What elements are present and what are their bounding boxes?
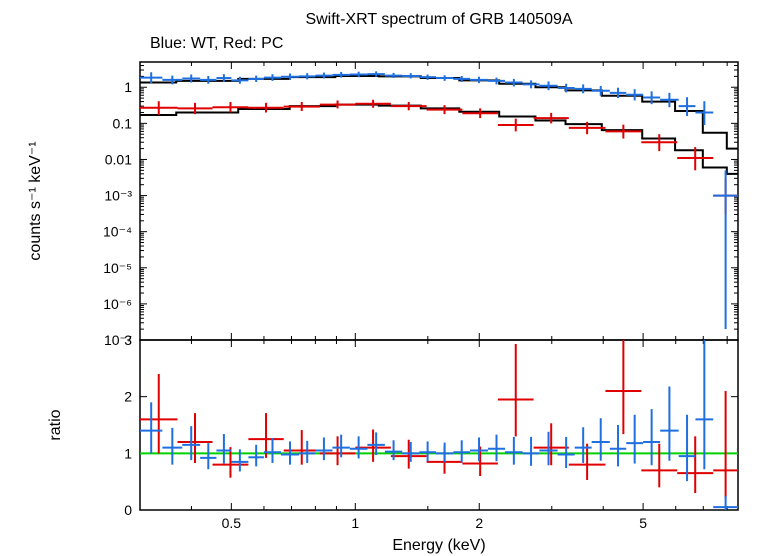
chart-title: Swift-XRT spectrum of GRB 140509A bbox=[305, 11, 572, 28]
y-bottom-axis-label: ratio bbox=[47, 409, 64, 440]
y-bottom-tick-label: 1 bbox=[124, 445, 132, 461]
y-bottom-tick-label: 0 bbox=[124, 502, 132, 518]
x-tick-label: 5 bbox=[639, 515, 647, 531]
y-top-tick-label: 10⁻³ bbox=[104, 188, 132, 204]
y-top-tick-label: 1 bbox=[124, 79, 132, 95]
y-top-tick-label: 10⁻⁶ bbox=[103, 296, 132, 312]
y-bottom-tick-label: 3 bbox=[124, 332, 132, 348]
x-tick-label: 0.5 bbox=[222, 515, 242, 531]
y-top-axis-label: counts s⁻¹ keV⁻¹ bbox=[27, 141, 44, 260]
chart-legend: Blue: WT, Red: PC bbox=[150, 35, 283, 52]
y-top-tick-label: 10⁻⁴ bbox=[103, 224, 132, 240]
x-tick-label: 1 bbox=[351, 515, 359, 531]
spectrum-chart: Swift-XRT spectrum of GRB 140509A Blue: W… bbox=[0, 0, 758, 556]
y-top-tick-label: 10⁻⁵ bbox=[103, 260, 132, 276]
y-bottom-tick-label: 2 bbox=[124, 389, 132, 405]
y-top-tick-label: 0.01 bbox=[105, 151, 132, 167]
y-top-tick-label: 0.1 bbox=[113, 115, 133, 131]
x-axis-label: Energy (keV) bbox=[392, 537, 485, 554]
x-tick-label: 2 bbox=[475, 515, 483, 531]
